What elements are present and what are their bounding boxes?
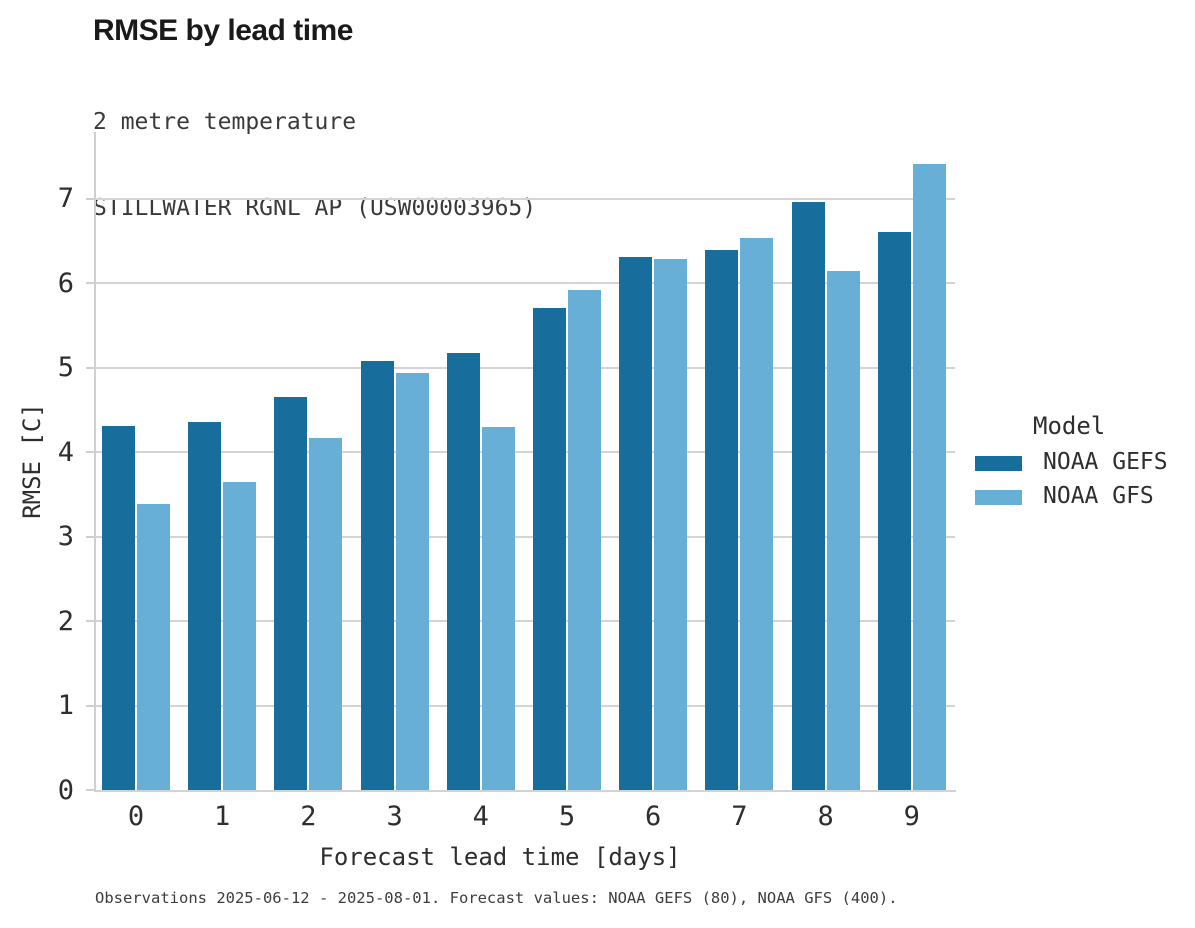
y-tick-mark-1 <box>86 704 94 707</box>
y-tick-mark-4 <box>86 451 94 454</box>
legend-title: Model <box>1033 412 1106 440</box>
subtitle-variable: 2 metre temperature <box>93 109 357 135</box>
x-tick-label-9: 9 <box>903 801 920 832</box>
bar-noaa-gfs-day-1 <box>223 481 257 790</box>
gridline-y-3 <box>95 535 955 538</box>
x-tick-label-8: 8 <box>817 801 834 832</box>
x-axis-label: Forecast lead time [days] <box>319 843 681 871</box>
x-tick-label-6: 6 <box>645 801 662 832</box>
gridline-y-7 <box>95 197 955 200</box>
bar-noaa-gfs-day-7 <box>740 237 774 790</box>
footnote: Observations 2025-06-12 - 2025-08-01. Fo… <box>95 889 898 907</box>
x-tick-label-1: 1 <box>214 801 231 832</box>
bar-noaa-gfs-day-4 <box>481 426 515 790</box>
bar-noaa-gefs-day-2 <box>274 397 308 790</box>
legend-label-noaa-gefs: NOAA GEFS <box>1043 449 1168 475</box>
bar-noaa-gfs-day-6 <box>654 258 688 790</box>
legend-label-noaa-gfs: NOAA GFS <box>1043 483 1154 509</box>
x-tick-label-2: 2 <box>300 801 317 832</box>
y-tick-label-2: 2 <box>57 605 74 637</box>
y-tick-label-5: 5 <box>57 352 74 384</box>
bar-noaa-gefs-day-6 <box>619 257 653 790</box>
bar-noaa-gefs-day-8 <box>791 201 825 790</box>
bar-noaa-gfs-day-5 <box>568 290 601 790</box>
bar-noaa-gfs-day-0 <box>137 503 170 790</box>
y-tick-mark-6 <box>86 282 94 285</box>
y-tick-label-3: 3 <box>57 521 74 553</box>
bar-noaa-gefs-day-7 <box>705 249 739 790</box>
y-tick-mark-5 <box>86 366 94 369</box>
bar-noaa-gefs-day-0 <box>102 426 135 790</box>
chart-title: RMSE by lead time <box>93 14 353 47</box>
bar-noaa-gefs-day-3 <box>360 361 394 790</box>
gridline-y-2 <box>95 620 955 623</box>
bar-noaa-gefs-day-5 <box>533 307 566 790</box>
legend-swatch-noaa-gefs <box>975 456 1022 471</box>
y-tick-mark-3 <box>86 535 94 538</box>
x-axis-spine <box>94 790 956 792</box>
gridline-y-4 <box>95 451 955 454</box>
gridline-y-6 <box>95 282 955 285</box>
bar-noaa-gefs-day-4 <box>446 352 480 790</box>
y-tick-mark-2 <box>86 620 94 623</box>
gridline-y-5 <box>95 366 955 369</box>
x-tick-label-4: 4 <box>472 801 489 832</box>
bar-noaa-gfs-day-8 <box>826 270 860 790</box>
y-tick-mark-7 <box>86 197 94 200</box>
x-tick-label-7: 7 <box>731 801 748 832</box>
bar-noaa-gefs-day-1 <box>188 421 222 790</box>
x-tick-label-0: 0 <box>127 801 145 832</box>
bar-noaa-gfs-day-3 <box>395 372 429 790</box>
x-tick-label-5: 5 <box>558 801 576 832</box>
plot-area <box>86 132 956 792</box>
x-tick-label-3: 3 <box>386 801 403 832</box>
y-tick-label-4: 4 <box>57 436 74 468</box>
y-tick-label-6: 6 <box>57 267 74 299</box>
y-axis-spine <box>94 132 96 792</box>
bar-noaa-gfs-day-9 <box>912 163 946 790</box>
y-tick-mark-0 <box>86 789 94 791</box>
y-tick-label-7: 7 <box>57 183 74 215</box>
gridline-y-1 <box>95 704 955 707</box>
y-tick-label-0: 0 <box>57 774 74 806</box>
bar-noaa-gefs-day-9 <box>877 231 911 790</box>
y-tick-label-1: 1 <box>57 690 74 722</box>
legend-swatch-noaa-gfs <box>975 490 1022 505</box>
bar-noaa-gfs-day-2 <box>309 437 343 790</box>
